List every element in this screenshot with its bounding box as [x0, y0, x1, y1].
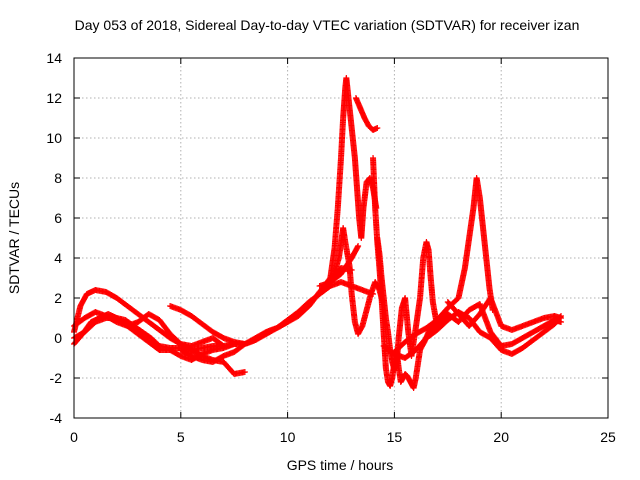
- data-point: [241, 369, 248, 375]
- series-track-i: [352, 95, 381, 133]
- x-tick-label: 15: [387, 429, 403, 445]
- x-axis-label: GPS time / hours: [287, 457, 394, 473]
- data-points: [71, 75, 565, 391]
- y-tick-label: -4: [50, 410, 63, 426]
- x-tick-label: 10: [280, 429, 296, 445]
- x-tick-label: 5: [177, 429, 185, 445]
- y-tick-label: 2: [54, 290, 62, 306]
- x-tick-label: 25: [600, 429, 616, 445]
- y-tick-label: -2: [50, 370, 63, 386]
- x-tick-label: 0: [70, 429, 78, 445]
- y-tick-label: 4: [54, 250, 62, 266]
- x-tick-label: 20: [493, 429, 509, 445]
- series-track-e: [167, 279, 377, 347]
- axis-ticks: 0 5 10 15 20 25 -4 -2 0 2 4 6 8 10 12 14: [46, 50, 616, 445]
- y-axis-label: SDTVAR / TECUs: [6, 182, 22, 294]
- data-point: [374, 125, 381, 131]
- y-tick-label: 0: [54, 330, 62, 346]
- y-tick-label: 12: [46, 90, 62, 106]
- y-tick-label: 6: [54, 210, 62, 226]
- y-tick-label: 14: [46, 50, 62, 66]
- chart-title: Day 053 of 2018, Sidereal Day-to-day VTE…: [75, 17, 580, 33]
- y-tick-label: 10: [46, 130, 62, 146]
- y-tick-label: 8: [54, 170, 62, 186]
- series-track-h: [327, 75, 380, 281]
- data-point: [355, 243, 362, 249]
- series-track-a: [71, 287, 248, 377]
